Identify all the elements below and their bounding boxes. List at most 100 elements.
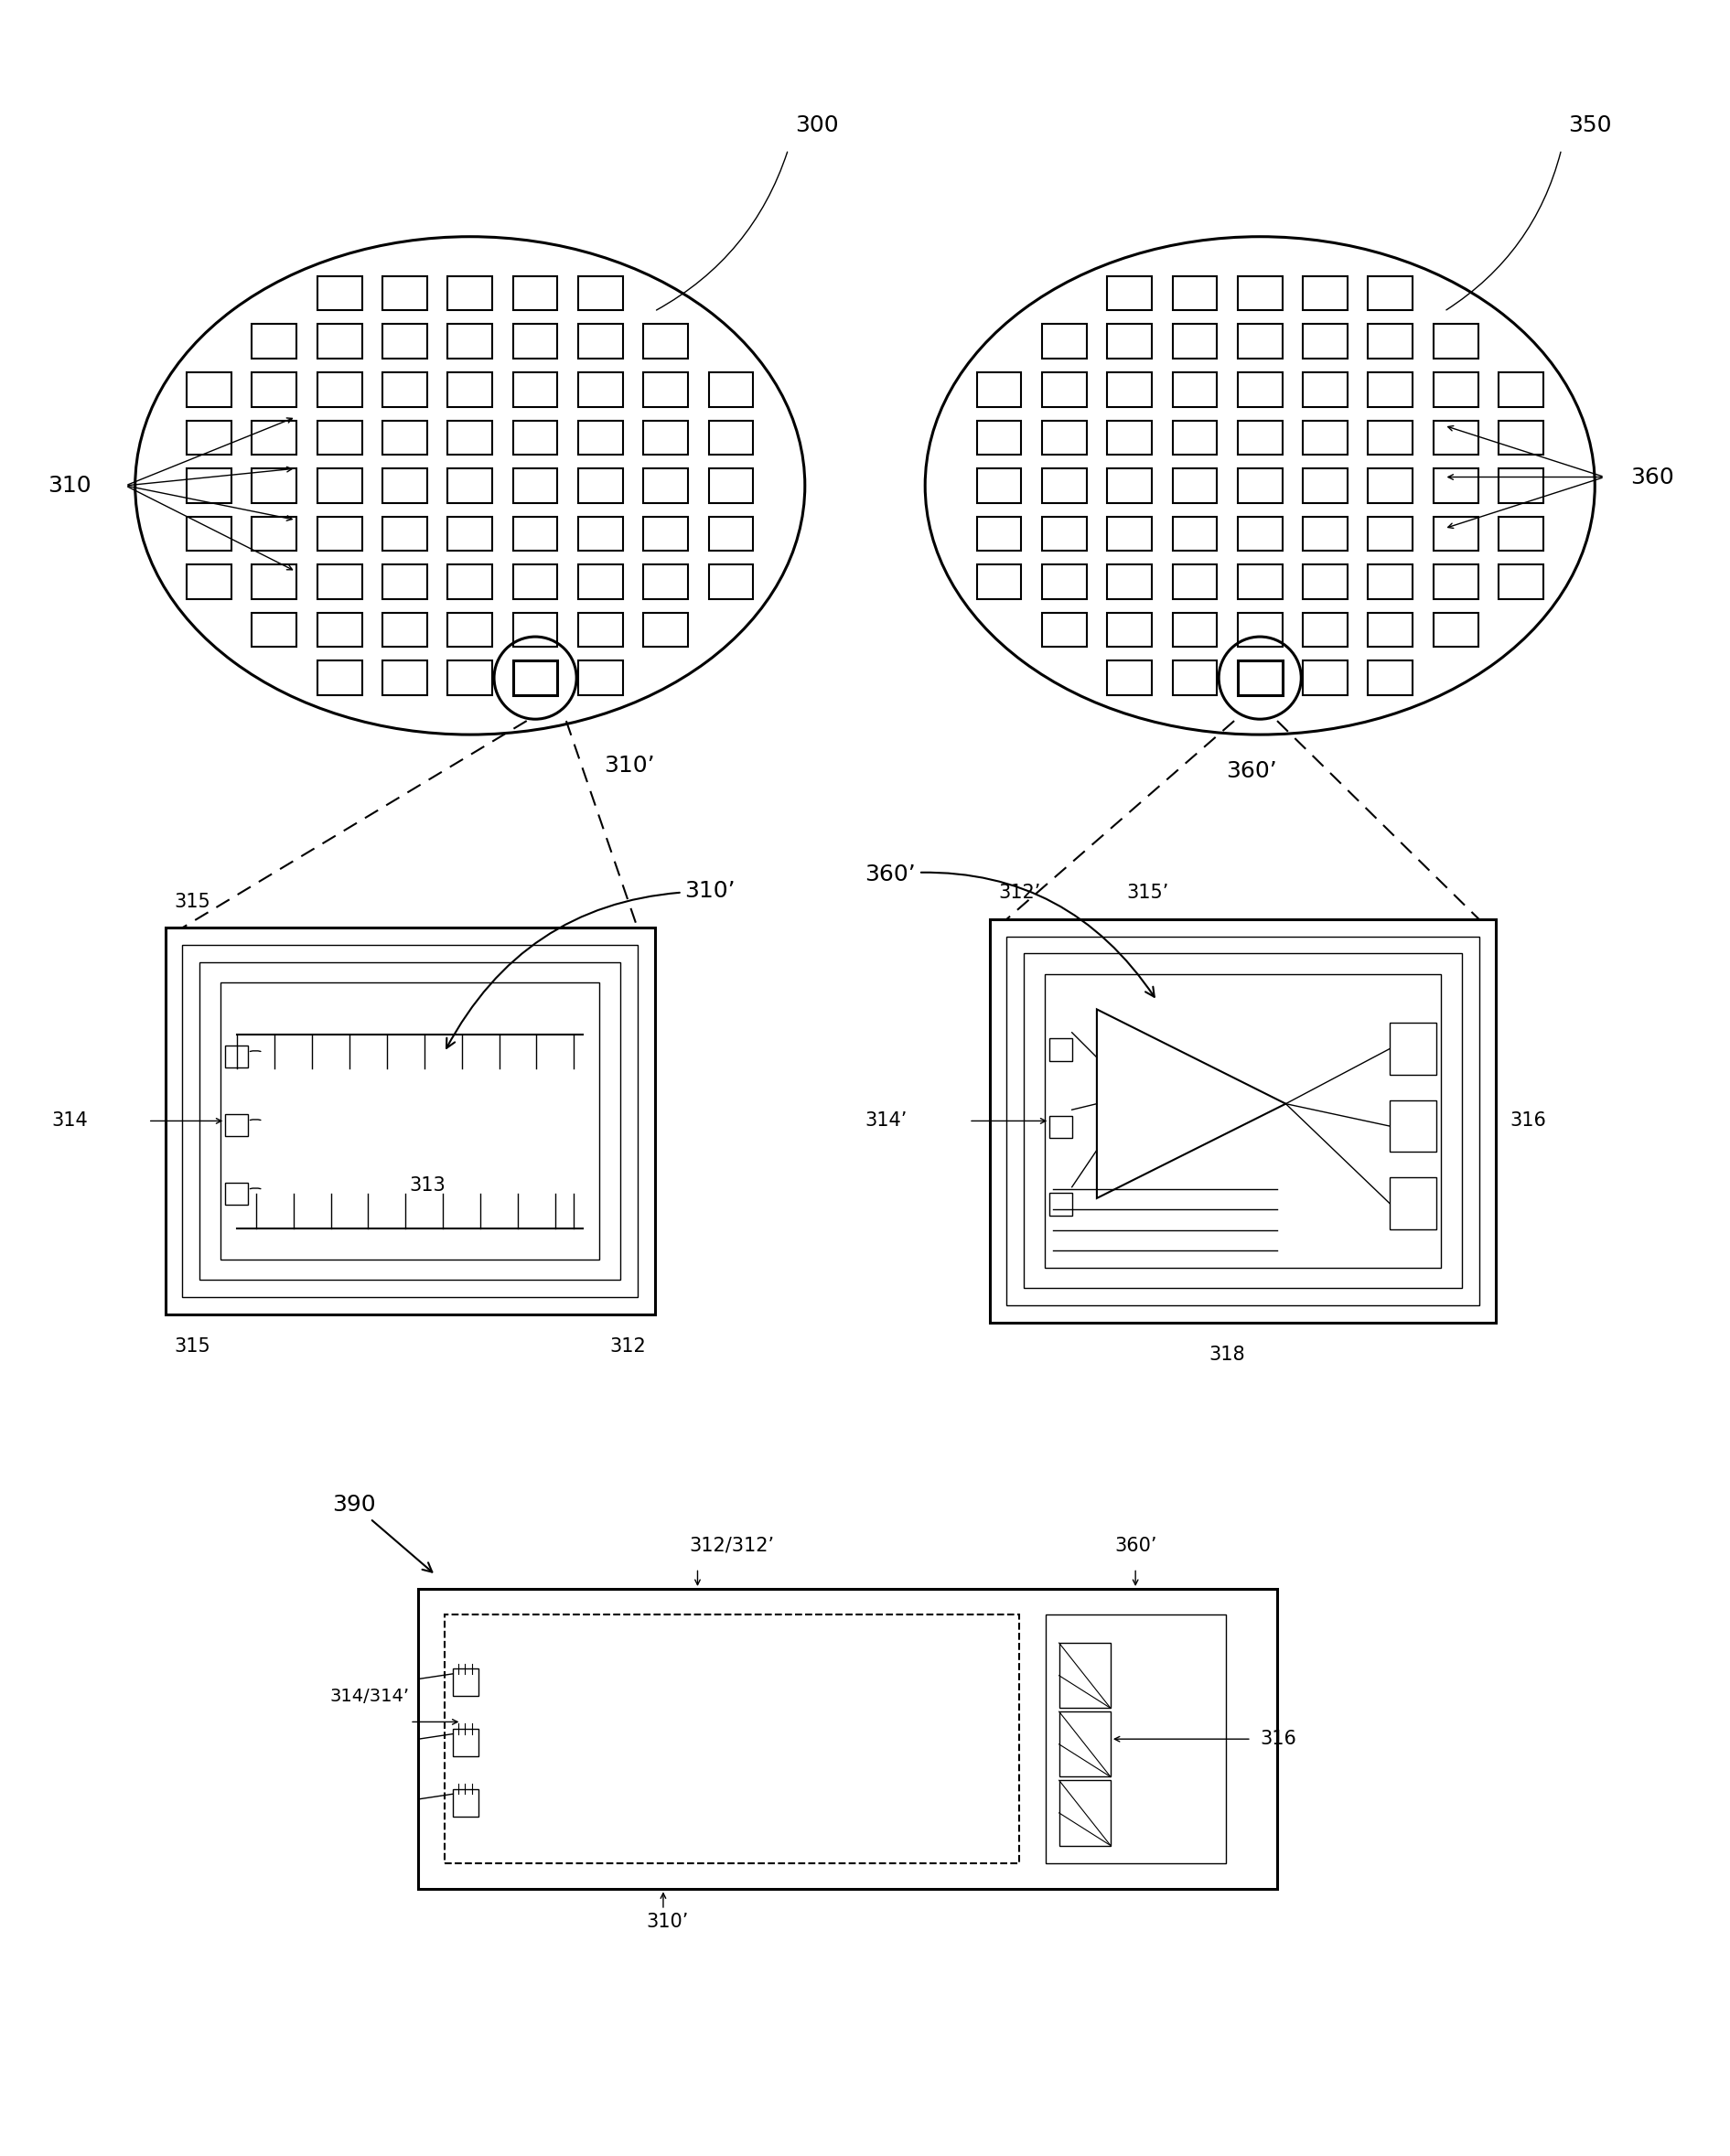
Bar [644, 565, 689, 599]
Bar [253, 612, 296, 647]
Bar [1107, 420, 1152, 455]
Bar [1434, 373, 1477, 407]
Bar [709, 565, 753, 599]
Bar [1237, 276, 1282, 310]
Bar [977, 517, 1021, 552]
Bar [225, 1184, 247, 1205]
Bar [1237, 420, 1282, 455]
Bar [453, 1729, 479, 1757]
Bar [1368, 565, 1413, 599]
Bar [1059, 1712, 1111, 1777]
Bar [317, 612, 362, 647]
Bar [977, 373, 1021, 407]
Bar [1303, 276, 1348, 310]
Bar [1041, 420, 1086, 455]
Text: 313: 313 [408, 1177, 445, 1194]
Bar [199, 962, 621, 1281]
Bar [578, 276, 623, 310]
Bar [1303, 373, 1348, 407]
Bar [578, 565, 623, 599]
Text: 310: 310 [48, 474, 92, 496]
Bar [1237, 612, 1282, 647]
Bar [709, 517, 753, 552]
Bar [578, 612, 623, 647]
Bar [1368, 660, 1413, 694]
Bar [709, 420, 753, 455]
Bar [253, 468, 296, 502]
Bar [514, 276, 557, 310]
Bar [253, 517, 296, 552]
Bar [1303, 660, 1348, 694]
Bar [1059, 1643, 1111, 1708]
Bar [382, 323, 427, 358]
Bar [1434, 323, 1477, 358]
Bar [448, 517, 493, 552]
Bar [448, 420, 493, 455]
Bar [1368, 420, 1413, 455]
Bar [1389, 1100, 1436, 1151]
Bar [1498, 517, 1543, 552]
Bar [382, 612, 427, 647]
Bar [1041, 612, 1086, 647]
Bar [514, 660, 557, 694]
Bar [644, 420, 689, 455]
Bar [1045, 975, 1441, 1268]
Bar [382, 565, 427, 599]
Bar [1237, 660, 1282, 694]
Text: 360: 360 [1630, 466, 1675, 487]
Text: 315’: 315’ [1126, 884, 1169, 901]
Text: 310’: 310’ [446, 880, 735, 1048]
Bar [382, 517, 427, 552]
Bar [448, 612, 493, 647]
Bar [448, 323, 493, 358]
Bar [1368, 323, 1413, 358]
Bar [317, 323, 362, 358]
Bar [1107, 468, 1152, 502]
Bar [1173, 373, 1216, 407]
Bar [1434, 517, 1477, 552]
Bar [1368, 612, 1413, 647]
Bar [1173, 612, 1216, 647]
Text: 360’: 360’ [1114, 1537, 1157, 1554]
Bar [187, 565, 232, 599]
Bar [1368, 517, 1413, 552]
Bar [448, 660, 493, 694]
Bar [317, 420, 362, 455]
Bar [187, 517, 232, 552]
Text: 316: 316 [1510, 1112, 1547, 1130]
Bar [1173, 565, 1216, 599]
Bar [448, 373, 493, 407]
Bar [977, 420, 1021, 455]
Text: 360’: 360’ [865, 862, 1154, 996]
Bar [1303, 468, 1348, 502]
Bar [317, 468, 362, 502]
Text: 310’: 310’ [604, 755, 656, 776]
Bar [225, 1046, 247, 1067]
Bar [578, 373, 623, 407]
Bar [578, 660, 623, 694]
Bar [1024, 953, 1462, 1289]
Bar [1368, 373, 1413, 407]
Bar [1434, 468, 1477, 502]
Bar [514, 612, 557, 647]
Bar [514, 517, 557, 552]
Bar [182, 944, 637, 1298]
Bar [1041, 373, 1086, 407]
Bar [1498, 373, 1543, 407]
Bar [382, 276, 427, 310]
Bar [1303, 612, 1348, 647]
Bar [253, 565, 296, 599]
Bar [448, 276, 493, 310]
Bar [253, 323, 296, 358]
Bar [1050, 1192, 1073, 1216]
Bar [253, 420, 296, 455]
Bar [990, 918, 1496, 1322]
Bar [1173, 660, 1216, 694]
Bar [419, 1589, 1277, 1889]
Text: 300: 300 [794, 114, 839, 136]
Bar [1050, 1117, 1073, 1138]
Bar [1059, 1781, 1111, 1846]
Bar [644, 517, 689, 552]
Bar [1041, 517, 1086, 552]
Bar [317, 660, 362, 694]
